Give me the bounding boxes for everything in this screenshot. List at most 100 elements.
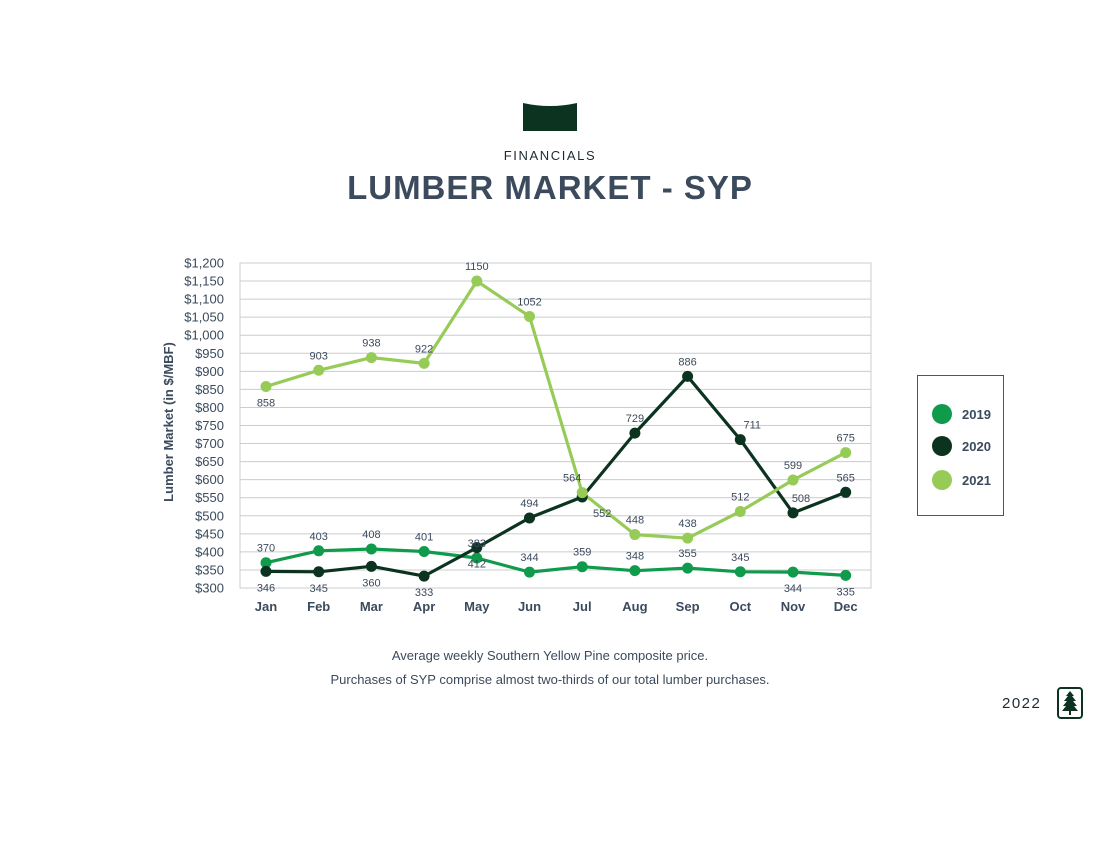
data-label-2020: 333 [415,587,433,599]
data-label-2021: 675 [837,433,855,445]
y-tick-label: $300 [195,581,224,596]
legend-label-2020: 2020 [962,438,991,454]
x-tick-label: Apr [413,599,435,614]
legend-item-2021: 2021 [932,470,991,490]
data-point-2021 [471,275,483,287]
data-label-2021: 512 [731,491,749,503]
footer-year: 2022 [1002,695,1042,712]
y-tick-label: $950 [195,346,224,361]
data-point-2019 [840,569,852,581]
data-label-2019: 344 [520,552,538,564]
legend-item-2020: 2020 [932,436,991,456]
x-tick-label: Nov [781,599,806,614]
data-point-2020 [524,512,535,524]
section-eyebrow: FINANCIALS [503,148,597,163]
data-point-2020 [365,560,377,572]
data-point-2020 [787,507,799,519]
data-label-2019: 403 [310,531,328,543]
data-point-2020 [840,486,852,498]
data-label-2021: 448 [626,515,644,527]
data-label-2019: 359 [573,547,591,559]
data-point-2021 [524,310,535,322]
data-point-2021 [576,487,588,499]
data-label-2020: 494 [520,498,538,510]
data-label-2020: 552 [593,508,611,520]
data-label-2020: 508 [792,493,810,505]
x-tick-label: Jan [255,599,277,614]
y-tick-label: $800 [195,400,224,415]
x-tick-label: Sep [676,599,700,614]
data-label-2021: 564 [563,473,581,485]
tree-logo-icon [1057,687,1083,719]
data-label-2021: 1052 [517,296,541,308]
caption-line-2: Purchases of SYP comprise almost two-thi… [330,672,770,687]
data-point-2021 [313,364,325,376]
chart-legend: 2019 2020 2021 [917,375,1004,516]
y-axis-label: Lumber Market (in $/MBF) [161,342,176,502]
data-label-2019: 335 [837,586,855,598]
data-point-2021 [418,357,430,369]
data-point-2021 [734,505,746,517]
legend-label-2021: 2021 [962,472,991,488]
x-tick-label: Mar [360,599,383,614]
x-tick-label: Oct [729,599,751,614]
data-label-2019: 355 [678,548,696,560]
y-tick-label: $750 [195,418,224,433]
data-label-2020: 729 [626,413,644,425]
series-line-2019 [265,547,846,577]
data-label-2019: 348 [626,551,644,563]
series-line-2021 [265,279,847,540]
legend-swatch-2021 [932,470,952,490]
data-label-2019: 401 [415,532,433,544]
data-label-2020: 360 [362,577,380,589]
data-label-2020: 711 [744,420,762,432]
data-point-2020 [471,542,483,554]
y-tick-label: $400 [195,544,224,559]
data-point-2021 [260,381,272,392]
y-tick-label: $900 [195,364,224,379]
data-point-2020 [734,434,746,446]
y-tick-label: $650 [195,454,224,469]
data-label-2021: 438 [678,518,696,530]
data-point-2020 [629,427,641,439]
y-tick-label: $550 [195,490,224,505]
data-label-2021: 903 [310,350,328,362]
y-tick-label: $1,100 [184,292,224,307]
y-tick-label: $500 [195,508,224,523]
data-point-2021 [629,529,641,541]
data-point-2019 [682,562,694,574]
data-point-2019 [260,557,272,569]
data-point-2020 [682,370,694,382]
data-point-2019 [313,545,325,557]
y-tick-label: $600 [195,472,224,487]
data-label-2019: 383 [468,538,486,550]
data-label-2019: 370 [257,543,275,555]
data-label-2019: 344 [784,583,802,595]
y-tick-label: $350 [195,562,224,577]
data-label-2020: 346 [257,582,275,594]
y-tick-label: $1,050 [184,310,224,325]
y-tick-label: $850 [195,382,224,397]
x-tick-label: Aug [622,599,647,614]
data-label-2021: 599 [784,460,802,472]
data-point-2020 [418,570,430,582]
legend-item-2019: 2019 [932,404,991,424]
data-point-2021 [787,474,799,486]
y-tick-label: $450 [195,526,224,541]
data-point-2021 [682,532,694,544]
series-line-2020 [265,374,847,578]
data-label-2020: 886 [678,356,696,368]
data-label-2021: 938 [362,338,380,350]
page-title: LUMBER MARKET - SYP [347,169,753,206]
data-label-2019: 345 [731,552,749,564]
data-label-2019: 408 [362,529,380,541]
data-point-2020 [260,565,272,577]
x-tick-label: Dec [834,599,858,614]
data-label-2021: 858 [257,398,275,410]
x-tick-label: May [464,599,490,614]
data-point-2019 [471,552,483,564]
data-point-2019 [629,565,641,577]
banner-logo-icon [523,103,577,131]
caption-line-1: Average weekly Southern Yellow Pine comp… [391,648,709,663]
